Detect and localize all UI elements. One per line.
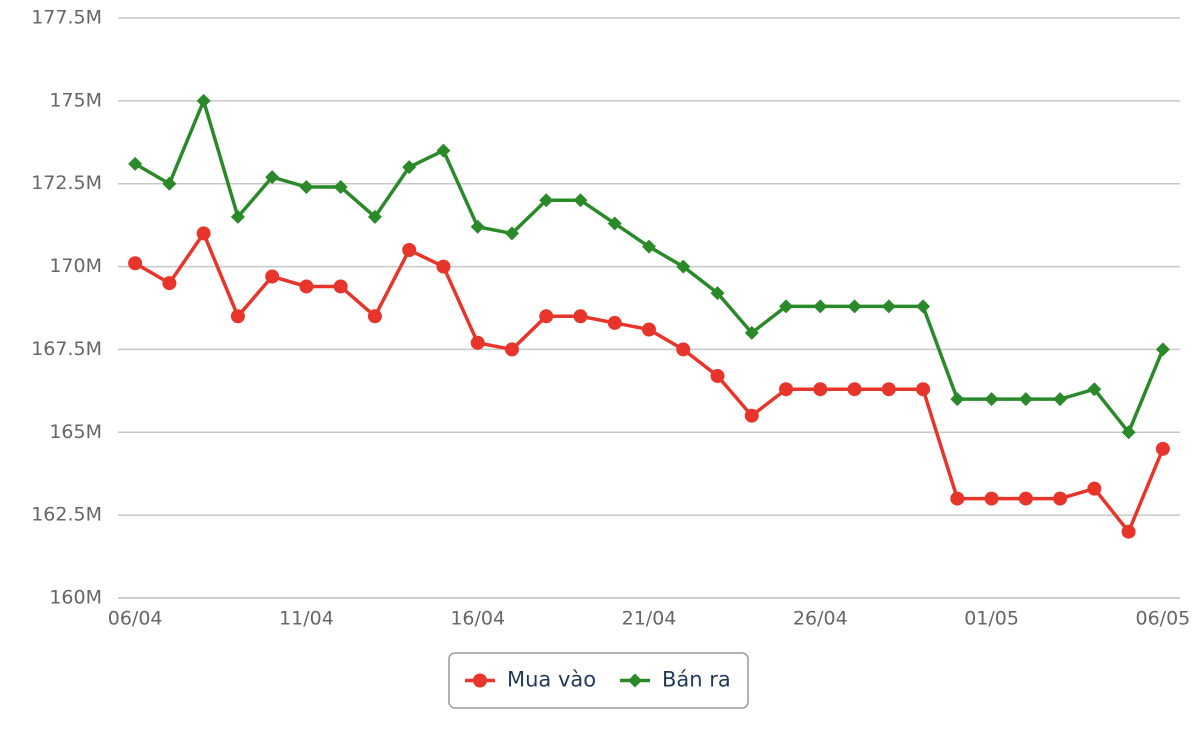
y-tick-label: 162.5M — [31, 504, 102, 526]
point — [950, 491, 965, 506]
x-tick-label: 26/04 — [793, 608, 848, 630]
point — [676, 342, 691, 357]
x-tick-label: 01/05 — [964, 608, 1019, 630]
point — [128, 256, 143, 271]
point — [230, 309, 245, 324]
legend-marker — [473, 673, 487, 688]
legend-marker — [628, 673, 642, 688]
legend-label: Mua vào — [507, 668, 596, 692]
point — [1053, 491, 1068, 506]
point — [847, 299, 862, 314]
point — [504, 342, 519, 357]
point — [333, 279, 348, 294]
point — [607, 216, 622, 231]
point — [573, 309, 588, 324]
point — [539, 309, 554, 324]
point — [984, 392, 999, 407]
point — [950, 392, 965, 407]
point — [436, 143, 451, 158]
point — [1121, 524, 1136, 539]
point — [539, 193, 554, 208]
point — [710, 368, 725, 383]
point — [1018, 491, 1033, 506]
point — [881, 299, 896, 314]
y-tick-label: 160M — [49, 587, 102, 609]
point — [607, 315, 622, 330]
point — [1087, 382, 1102, 397]
point — [1087, 481, 1102, 496]
point — [265, 170, 280, 185]
y-tick-label: 165M — [49, 421, 102, 443]
point — [676, 259, 691, 274]
legend-label: Bán ra — [662, 668, 731, 692]
point — [367, 309, 382, 324]
point — [813, 299, 828, 314]
point — [744, 325, 759, 340]
point — [642, 322, 656, 337]
point — [1155, 441, 1170, 456]
point — [573, 193, 588, 208]
point — [470, 335, 485, 350]
point — [1121, 425, 1136, 440]
point — [402, 243, 417, 257]
point — [196, 226, 211, 241]
point — [744, 408, 759, 423]
point — [779, 382, 794, 397]
point — [710, 286, 725, 301]
point — [881, 382, 896, 397]
x-tick-label: 11/04 — [279, 608, 334, 630]
y-tick-label: 172.5M — [31, 172, 102, 194]
x-tick-label: 16/04 — [450, 608, 505, 630]
point — [402, 160, 417, 175]
point — [162, 276, 177, 291]
series-line — [134, 229, 1165, 536]
point — [1155, 342, 1170, 357]
point — [128, 156, 143, 171]
point — [436, 259, 451, 274]
legend-box — [448, 652, 749, 709]
point — [779, 299, 794, 314]
point — [847, 382, 862, 397]
point — [162, 176, 177, 191]
point — [470, 219, 485, 234]
point — [1053, 392, 1068, 407]
point — [299, 279, 314, 294]
point — [916, 382, 931, 397]
point — [265, 269, 280, 284]
y-tick-label: 167.5M — [31, 338, 102, 360]
point — [916, 299, 931, 314]
y-tick-label: 177.5M — [31, 7, 102, 29]
point — [504, 226, 519, 241]
x-tick-label: 21/04 — [622, 608, 677, 630]
point — [230, 209, 245, 224]
point — [196, 93, 211, 108]
x-tick-label: 06/04 — [108, 608, 163, 630]
y-tick-label: 170M — [49, 255, 102, 277]
point — [367, 209, 382, 224]
point — [984, 491, 999, 506]
x-tick-label: 06/05 — [1135, 608, 1190, 630]
point — [813, 382, 828, 397]
point — [1018, 392, 1033, 407]
point — [299, 180, 314, 195]
point — [333, 180, 348, 195]
point — [642, 239, 656, 254]
y-tick-label: 175M — [49, 89, 102, 111]
